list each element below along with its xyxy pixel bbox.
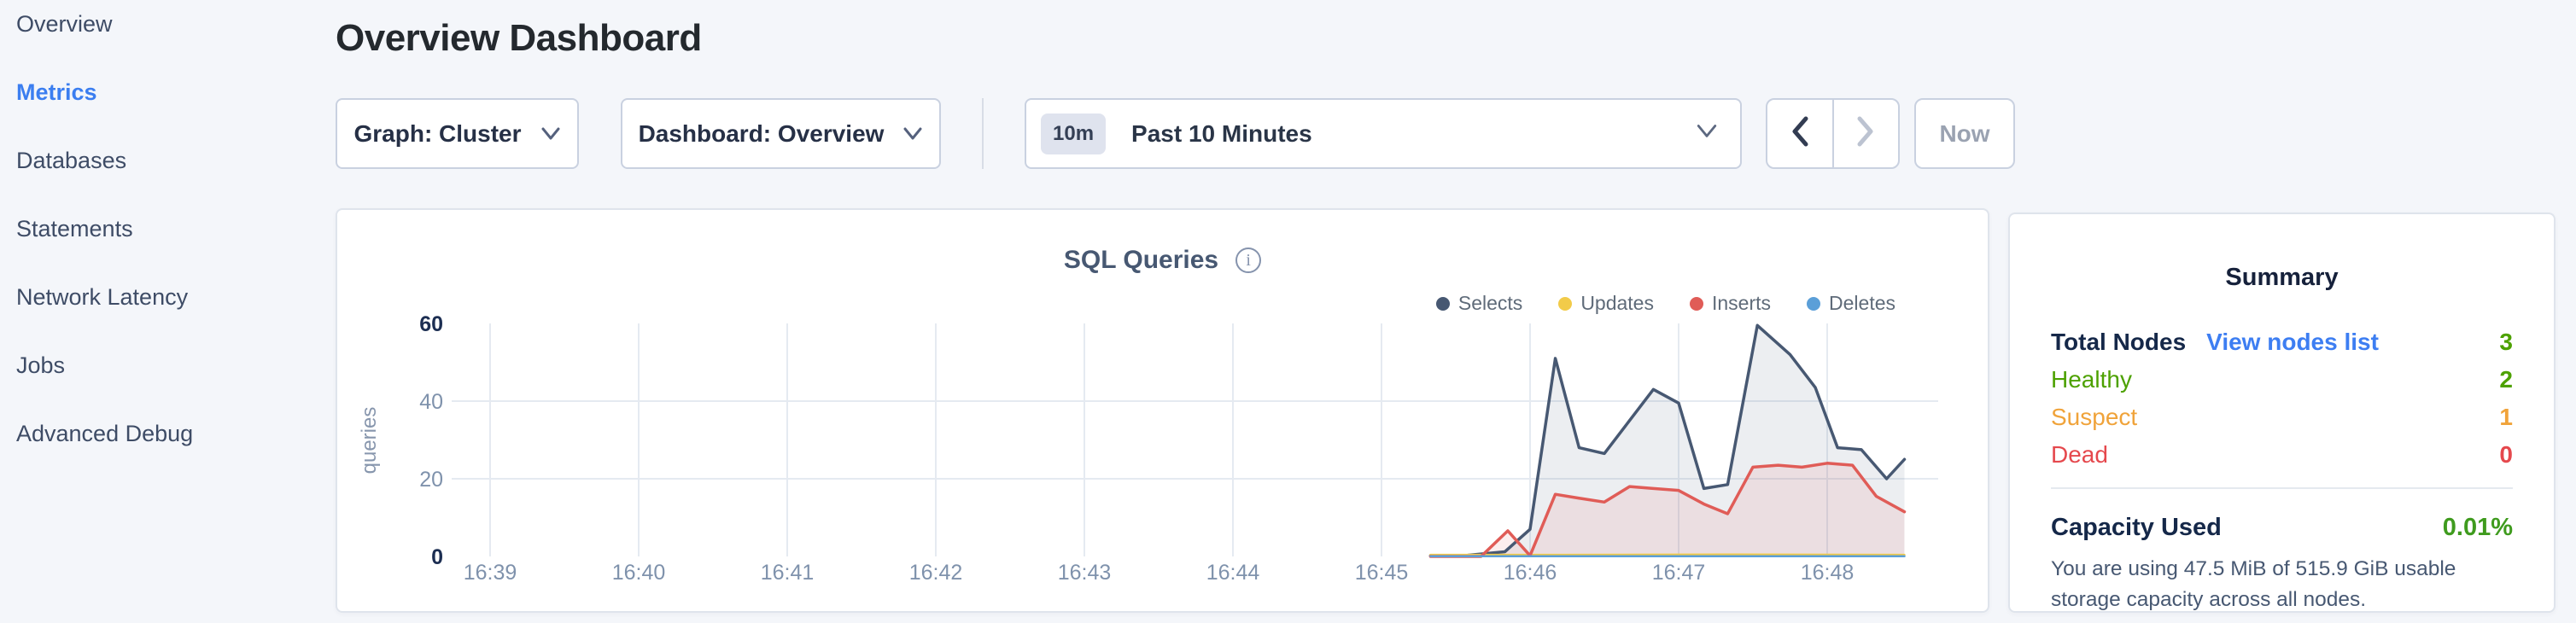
legend-dot-icon [1807, 296, 1821, 311]
time-range-badge: 10m [1041, 113, 1107, 154]
sql-queries-plot: 16:39 16:40 16:41 16:42 16:43 16:44 16:45 16:46… [358, 312, 1938, 585]
x-axis-tick-label: 16:42 [909, 561, 963, 585]
total-nodes-row: Total Nodes View nodes list 3 [2051, 326, 2513, 358]
x-axis-tick-label: 16:46 [1504, 561, 1557, 585]
sidebar-item-advanced-debug[interactable]: Advanced Debug [16, 420, 194, 446]
dashboard-dropdown[interactable]: Dashboard: Overview [621, 98, 941, 169]
x-axis-tick-label: 16:40 [612, 561, 666, 585]
summary-panel: Summary Total Nodes View nodes list 3 He… [2008, 213, 2556, 613]
summary-divider [2051, 487, 2513, 489]
node-status-row-healthy: Healthy 2 [2051, 364, 2513, 396]
legend-label: Selects [1457, 292, 1523, 314]
legend-dot-icon [1689, 296, 1703, 311]
y-axis-title: queries [358, 407, 381, 475]
x-axis-tick-label: 16:39 [464, 561, 517, 585]
sidebar-item-statements[interactable]: Statements [16, 215, 133, 242]
sidebar-item-overview[interactable]: Overview [16, 10, 113, 37]
node-status-value: 2 [2499, 366, 2513, 393]
time-range-selector[interactable]: 10m Past 10 Minutes [1025, 98, 1742, 169]
node-status-label: Suspect [2051, 404, 2138, 430]
y-axis-tick-label: 60 [419, 312, 443, 336]
chart-title: SQL Queries [1063, 246, 1219, 274]
node-status-value: 1 [2499, 404, 2513, 430]
total-nodes-label: Total Nodes [2051, 329, 2187, 355]
y-axis-tick-label: 0 [431, 545, 443, 569]
toolbar-divider [982, 98, 984, 169]
series-area-inserts [1430, 463, 1905, 556]
chevron-down-icon [1696, 123, 1718, 144]
sidebar-item-metrics[interactable]: Metrics [16, 79, 97, 105]
dashboard-dropdown-label: Dashboard: Overview [638, 119, 885, 147]
graph-scope-dropdown-label: Graph: Cluster [353, 119, 522, 147]
sidebar-nav-list: Overview Metrics Databases Statements Networ… [0, 0, 336, 468]
x-axis-tick-label: 16:48 [1801, 561, 1855, 585]
chevron-down-icon [540, 126, 561, 142]
capacity-used-value: 0.01% [2442, 513, 2513, 541]
legend-item-selects: Selects [1435, 292, 1523, 315]
time-range-label: Past 10 Minutes [1131, 119, 1312, 147]
node-status-value: 0 [2499, 441, 2513, 468]
now-button-label: Now [1939, 119, 1990, 147]
toolbar: Graph: Cluster Dashboard: Overview 10m P… [336, 98, 2576, 169]
sidebar-item-jobs[interactable]: Jobs [16, 352, 66, 378]
summary-heading: Summary [2225, 264, 2339, 291]
legend-item-inserts: Inserts [1689, 292, 1772, 315]
chevron-down-icon [902, 126, 923, 142]
main-content: Overview Dashboard Graph: Cluster Dashbo… [336, 0, 2576, 623]
node-status-row-suspect: Suspect 1 [2051, 401, 2513, 434]
view-nodes-list-link[interactable]: View nodes list [2206, 329, 2379, 355]
info-icon[interactable]: i [1235, 247, 1262, 273]
chevron-right-icon [1855, 115, 1877, 152]
chart-legend: Selects Updates Inserts Deletes [1435, 292, 1895, 315]
x-axis-tick-label: 16:45 [1355, 561, 1409, 585]
legend-label: Deletes [1829, 292, 1895, 314]
series-area-selects [1430, 325, 1905, 556]
legend-dot-icon [1435, 296, 1450, 311]
now-button[interactable]: Now [1914, 98, 2015, 169]
graph-scope-dropdown[interactable]: Graph: Cluster [336, 98, 579, 169]
previous-time-button[interactable] [1767, 100, 1832, 167]
node-status-label: Dead [2051, 441, 2108, 468]
legend-item-deletes: Deletes [1807, 292, 1895, 315]
node-status-label: Healthy [2051, 366, 2132, 393]
legend-item-updates: Updates [1558, 292, 1654, 315]
series-line-selects [1428, 323, 1907, 557]
x-axis-tick-label: 16:41 [761, 561, 815, 585]
y-axis-tick-label: 20 [419, 468, 443, 492]
node-status-row-dead: Dead 0 [2051, 439, 2513, 471]
capacity-description: You are using 47.5 MiB of 515.9 GiB usab… [2051, 557, 2456, 611]
x-axis-tick-label: 16:47 [1652, 561, 1706, 585]
sidebar-item-databases[interactable]: Databases [16, 147, 127, 173]
page-title: Overview Dashboard [336, 17, 702, 59]
legend-dot-icon [1558, 296, 1573, 311]
x-axis-tick-label: 16:43 [1058, 561, 1112, 585]
sidebar-item-network-latency[interactable]: Network Latency [16, 283, 189, 310]
sidebar: Overview Metrics Databases Statements Networ… [0, 0, 336, 623]
y-axis-tick-label: 40 [419, 390, 443, 414]
legend-label: Updates [1580, 292, 1654, 314]
sql-queries-chart-card: SQL Queries i Selects Updates Inserts Delet… [336, 208, 1989, 613]
total-nodes-value: 3 [2499, 329, 2513, 355]
time-step-buttons [1766, 98, 1900, 169]
capacity-used-label: Capacity Used [2051, 513, 2222, 541]
chevron-left-icon [1789, 115, 1811, 152]
next-time-button[interactable] [1831, 100, 1899, 167]
capacity-used-row: Capacity Used 0.01% [2051, 511, 2513, 544]
x-axis-tick-label: 16:44 [1206, 561, 1260, 585]
chart-header: SQL Queries i [337, 246, 1988, 275]
legend-label: Inserts [1711, 292, 1772, 314]
